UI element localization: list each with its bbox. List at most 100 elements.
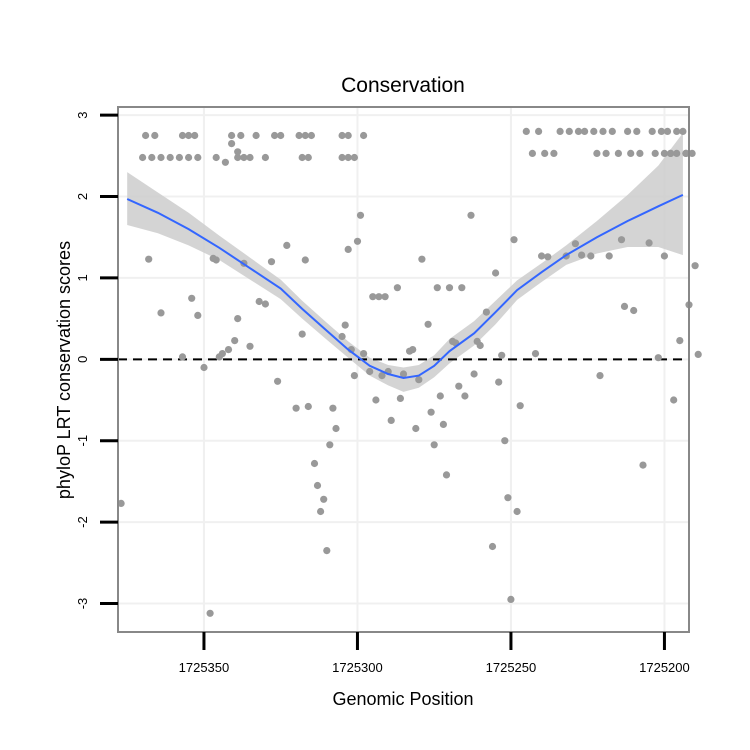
- data-point: [574, 127, 583, 135]
- data-point: [387, 416, 395, 424]
- y-tick-label: 0: [75, 356, 90, 363]
- data-point: [301, 131, 309, 140]
- data-point: [267, 258, 276, 266]
- x-tick-label: 1725300: [332, 660, 383, 675]
- data-point: [310, 459, 319, 468]
- data-point: [209, 254, 217, 262]
- data-point: [492, 269, 500, 277]
- y-tick-label: -3: [75, 598, 90, 610]
- data-point: [688, 149, 696, 157]
- data-point: [556, 127, 564, 135]
- data-point: [654, 354, 662, 362]
- x-tick-label: 1725200: [639, 660, 690, 675]
- data-point: [224, 346, 233, 354]
- data-point: [657, 127, 666, 135]
- data-point: [501, 437, 509, 445]
- data-point: [498, 351, 506, 359]
- data-point: [495, 378, 503, 386]
- data-point: [148, 153, 156, 162]
- data-point: [682, 149, 690, 157]
- data-point: [261, 153, 269, 162]
- data-point: [375, 293, 383, 301]
- data-point: [399, 370, 408, 378]
- data-point: [215, 353, 223, 361]
- data-point: [344, 153, 352, 162]
- data-point: [240, 153, 248, 162]
- data-point: [338, 332, 346, 341]
- data-point: [531, 350, 540, 358]
- data-point: [513, 507, 521, 516]
- data-point: [396, 394, 404, 402]
- data-point: [317, 507, 325, 516]
- data-point: [344, 131, 352, 140]
- smooth-trend-line: [126, 193, 684, 380]
- data-point: [415, 376, 423, 384]
- y-tick-label: -1: [75, 435, 90, 447]
- data-point: [442, 471, 451, 479]
- data-point: [624, 127, 632, 135]
- data-point: [587, 252, 595, 260]
- data-point: [633, 127, 641, 135]
- data-point: [458, 284, 466, 292]
- data-point: [639, 461, 647, 469]
- data-point: [271, 131, 279, 140]
- data-point: [467, 211, 475, 219]
- data-point: [691, 262, 699, 270]
- x-tick-label: 1725250: [486, 660, 537, 675]
- data-point: [142, 131, 150, 140]
- data-point: [255, 297, 263, 306]
- data-point: [528, 149, 537, 157]
- data-point: [307, 131, 315, 140]
- data-point: [329, 404, 337, 412]
- data-point: [593, 149, 601, 157]
- data-point: [194, 153, 202, 162]
- data-points: [117, 127, 702, 617]
- data-point: [636, 149, 644, 157]
- data-point: [694, 350, 702, 358]
- y-tick-label: 1: [75, 274, 90, 281]
- data-point: [320, 495, 328, 503]
- data-point: [369, 293, 377, 301]
- data-point: [436, 392, 444, 400]
- data-point: [599, 127, 607, 135]
- data-point: [212, 153, 220, 162]
- data-point: [298, 153, 306, 162]
- data-point: [378, 372, 386, 380]
- data-point: [274, 377, 282, 385]
- data-point: [596, 372, 604, 380]
- data-point: [332, 424, 340, 433]
- plot-frame: [117, 106, 690, 633]
- data-point: [660, 252, 669, 260]
- y-axis-ticks: -3 -2 -1 0 1 2 3: [75, 111, 118, 609]
- data-point: [277, 131, 285, 140]
- data-point: [381, 293, 389, 301]
- data-point: [488, 542, 497, 551]
- data-point: [221, 158, 229, 166]
- data-point: [651, 149, 659, 157]
- data-point: [295, 131, 303, 140]
- data-point: [344, 245, 352, 253]
- y-axis-title: phyloP LRT conservation scores: [54, 241, 74, 499]
- data-point: [185, 153, 193, 162]
- data-point: [326, 441, 334, 449]
- data-point: [676, 337, 684, 345]
- data-point: [175, 153, 183, 162]
- data-point: [439, 420, 447, 428]
- data-point: [667, 149, 675, 157]
- data-point: [504, 494, 512, 502]
- data-point: [237, 131, 245, 140]
- data-point: [166, 153, 174, 162]
- data-point: [360, 131, 368, 140]
- grid-lines: [118, 107, 689, 632]
- data-point: [301, 256, 309, 264]
- y-tick-label: 3: [75, 111, 90, 118]
- data-point: [507, 595, 515, 604]
- data-point: [617, 236, 626, 244]
- data-point: [673, 149, 681, 157]
- data-point: [228, 140, 236, 148]
- data-point: [191, 131, 199, 140]
- y-tick-label: -2: [75, 516, 90, 528]
- data-point: [341, 321, 349, 329]
- data-point: [338, 153, 346, 162]
